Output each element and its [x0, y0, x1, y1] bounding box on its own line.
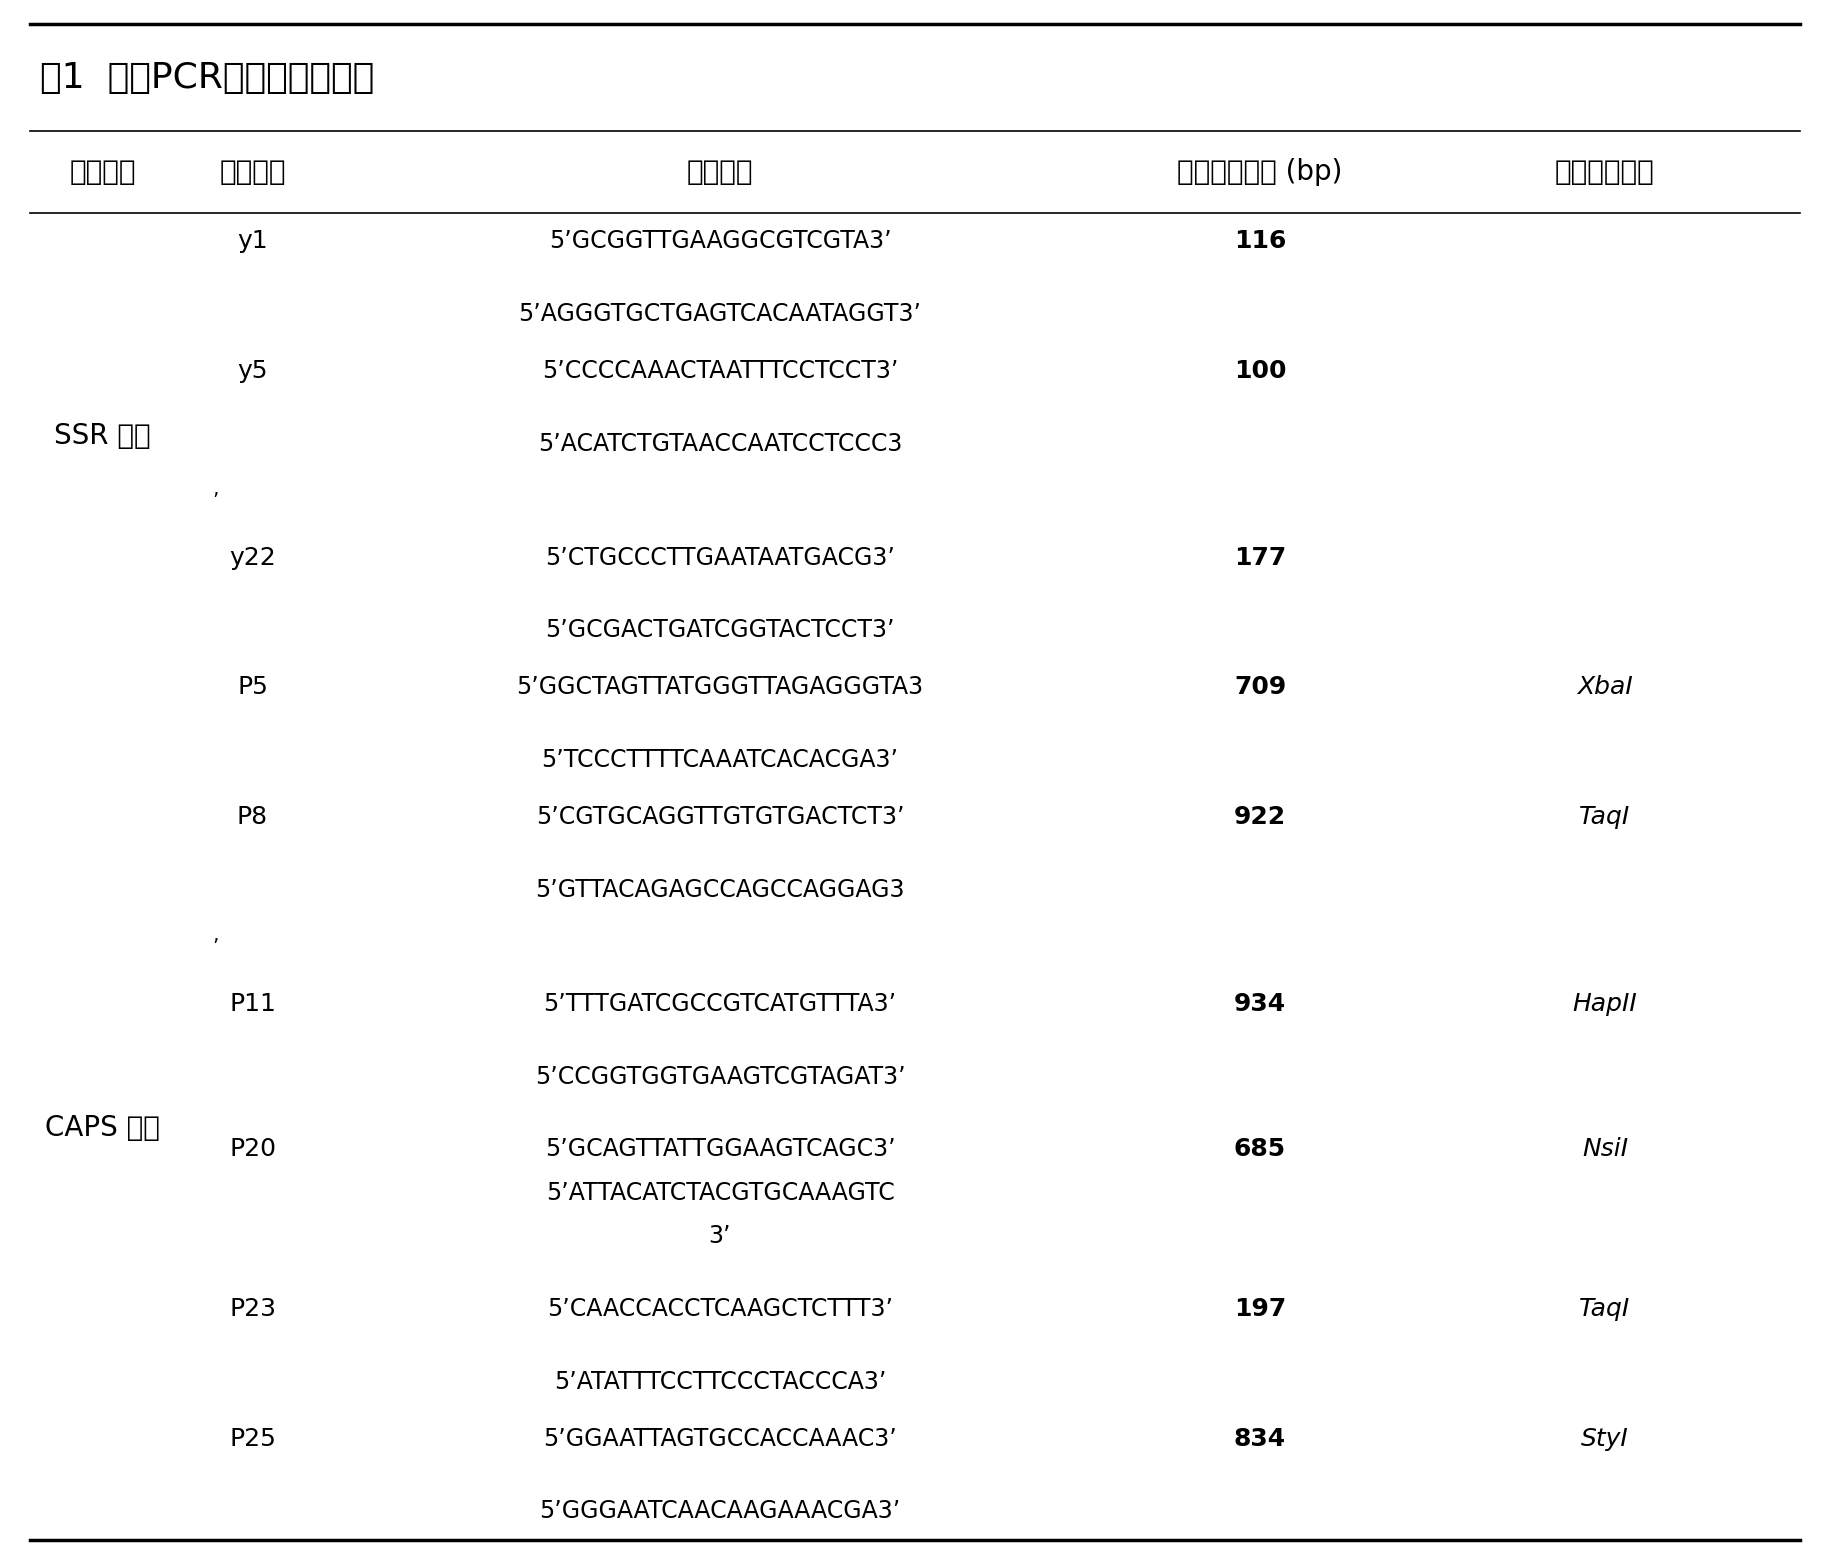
Text: 922: 922 [1234, 805, 1287, 829]
Text: 5’GCAGTTATTGGAAGTCAGC3’: 5’GCAGTTATTGGAAGTCAGC3’ [545, 1137, 896, 1160]
Text: P25: P25 [228, 1426, 276, 1451]
Text: CAPS 标记: CAPS 标记 [46, 1114, 159, 1142]
Text: P23: P23 [228, 1297, 276, 1320]
Text: 5’GCGACTGATCGGTACTCCT3’: 5’GCGACTGATCGGTACTCCT3’ [545, 618, 894, 643]
Text: NsiI: NsiI [1581, 1137, 1629, 1160]
Text: 5’CTGCCCTTGAATAATGACG3’: 5’CTGCCCTTGAATAATGACG3’ [545, 546, 896, 569]
Text: 116: 116 [1234, 230, 1287, 253]
Text: 限制性内切酶: 限制性内切酶 [1556, 158, 1654, 186]
Text: y22: y22 [228, 546, 276, 569]
Text: TaqI: TaqI [1579, 805, 1631, 829]
Text: 5’GGGAATCAACAAGAAACGA3’: 5’GGGAATCAACAAGAAACGA3’ [539, 1500, 901, 1523]
Text: 5’TCCCTTTTCAAATCACACGA3’: 5’TCCCTTTTCAAATCACACGA3’ [541, 748, 899, 773]
Text: 100: 100 [1234, 360, 1287, 383]
Text: P8: P8 [238, 805, 269, 829]
Text: TaqI: TaqI [1579, 1297, 1631, 1320]
Text: 5’ATTACATCTACGTGCAAAGTC: 5’ATTACATCTACGTGCAAAGTC [545, 1181, 894, 1204]
Text: 引物序列: 引物序列 [687, 158, 753, 186]
Text: 5’CGTGCAGGTTGTGTGACTCT3’: 5’CGTGCAGGTTGTGTGACTCT3’ [536, 805, 905, 829]
Text: 5’ATATTTCCTTCCCTACCCA3’: 5’ATATTTCCTTCCCTACCCA3’ [554, 1370, 887, 1394]
Text: 5’CAACCACCTCAAGCTCTTT3’: 5’CAACCACCTCAAGCTCTTT3’ [547, 1297, 894, 1320]
Text: 834: 834 [1234, 1426, 1287, 1451]
Text: P20: P20 [228, 1137, 276, 1160]
Text: 5’GGAATTAGTGCCACCAAAC3’: 5’GGAATTAGTGCCACCAAAC3’ [543, 1426, 898, 1451]
Text: 3’: 3’ [709, 1225, 731, 1248]
Text: 177: 177 [1234, 546, 1287, 569]
Text: y1: y1 [238, 230, 269, 253]
Text: 197: 197 [1234, 1297, 1287, 1320]
Text: P11: P11 [228, 992, 276, 1015]
Text: 5’CCGGTGGTGAAGTCGTAGAT3’: 5’CCGGTGGTGAAGTCGTAGAT3’ [534, 1065, 905, 1089]
Text: 5’ACATCTGTAACCAATCCTCCC3: 5’ACATCTGTAACCAATCCTCCC3 [537, 432, 903, 455]
Text: 标记类型: 标记类型 [69, 158, 135, 186]
Text: P5: P5 [238, 676, 269, 699]
Text: y5: y5 [238, 360, 267, 383]
Text: SSR 标记: SSR 标记 [55, 422, 152, 450]
Text: 5’GTTACAGAGCCAGCCAGGAG3: 5’GTTACAGAGCCAGCCAGGAG3 [536, 877, 905, 902]
Text: 扩增片断大小 (bp): 扩增片断大小 (bp) [1177, 158, 1344, 186]
Text: 表1  基于PCR基础的分子标记: 表1 基于PCR基础的分子标记 [40, 61, 375, 95]
Text: ’: ’ [212, 937, 218, 957]
Text: 5’TTTGATCGCCGTCATGTTTA3’: 5’TTTGATCGCCGTCATGTTTA3’ [543, 992, 896, 1015]
Text: 709: 709 [1234, 676, 1287, 699]
Text: 5’AGGGTGCTGAGTCACAATAGGT3’: 5’AGGGTGCTGAGTCACAATAGGT3’ [519, 302, 921, 325]
Text: 934: 934 [1234, 992, 1287, 1015]
Text: XbaI: XbaI [1578, 676, 1632, 699]
Text: HapII: HapII [1572, 992, 1638, 1015]
Text: 685: 685 [1234, 1137, 1287, 1160]
Text: StyI: StyI [1581, 1426, 1629, 1451]
Text: 5’GGCTAGTTATGGGTTAGAGGGTA3: 5’GGCTAGTTATGGGTTAGAGGGTA3 [517, 676, 923, 699]
Text: 5’CCCCAAACTAATTTCCTCCT3’: 5’CCCCAAACTAATTTCCTCCT3’ [541, 360, 898, 383]
Text: ’: ’ [212, 491, 218, 510]
Text: 5’GCGGTTGAAGGCGTCGTA3’: 5’GCGGTTGAAGGCGTCGTA3’ [548, 230, 892, 253]
Text: 标记名称: 标记名称 [219, 158, 285, 186]
